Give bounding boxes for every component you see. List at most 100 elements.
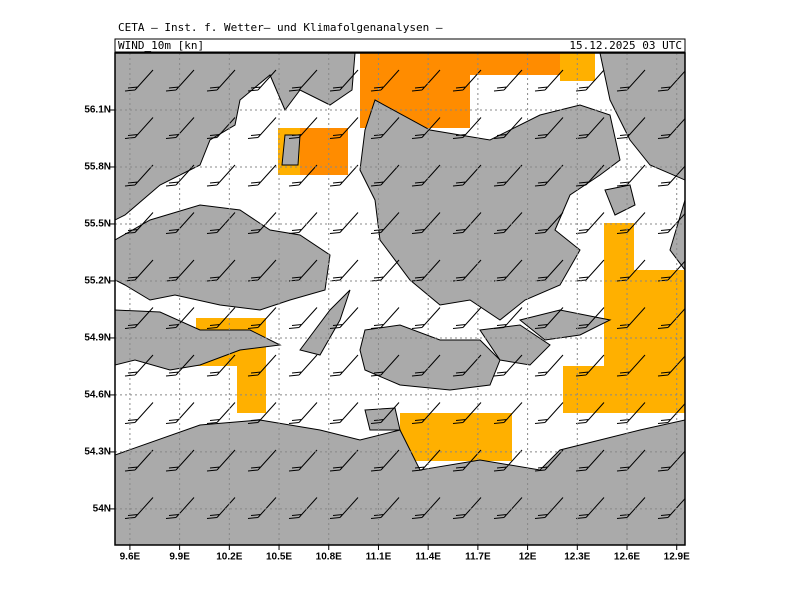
wind-barb xyxy=(452,212,482,234)
wind-barb xyxy=(370,307,400,329)
wind-barb xyxy=(206,212,236,234)
wind-barb xyxy=(534,117,564,139)
wind-barb xyxy=(247,164,277,187)
lon-tick-label: 12.9E xyxy=(664,552,690,563)
wind-barb xyxy=(247,402,277,424)
wind-barb xyxy=(575,164,605,187)
wind-barb xyxy=(657,402,685,424)
lon-tick-label: 11.7E xyxy=(465,552,491,563)
wind-barb xyxy=(247,307,277,329)
wind-barb xyxy=(616,354,646,377)
wind-barb xyxy=(657,212,685,234)
lon-tick-label: 11.4E xyxy=(415,552,441,563)
wind-barb xyxy=(329,212,359,234)
lon-tick-label: 11.1E xyxy=(366,552,392,563)
lon-tick-label: 10.2E xyxy=(216,552,242,563)
wind-barb xyxy=(206,307,236,329)
lat-tick-label: 54.3N xyxy=(84,447,111,458)
wind-barb xyxy=(288,402,318,424)
wind-barb xyxy=(206,117,236,139)
wind-barb xyxy=(370,117,400,139)
wind-barb xyxy=(124,354,154,377)
wind-barb xyxy=(616,69,646,92)
lat-tick-label: 54N xyxy=(93,504,111,515)
wind-barb xyxy=(124,449,154,472)
wind-barb xyxy=(411,449,441,472)
wind-barbs xyxy=(124,69,685,519)
wind-barb xyxy=(493,354,523,377)
wind-barb xyxy=(165,402,195,424)
wind-barb xyxy=(288,497,318,519)
map-frame xyxy=(114,52,686,546)
wind-barb xyxy=(411,307,441,329)
wind-barb xyxy=(288,69,318,92)
wind-barb xyxy=(534,307,564,329)
wind-barb xyxy=(165,212,195,234)
wind-barb xyxy=(616,497,646,519)
wind-barb xyxy=(493,117,523,139)
lat-tick-label: 56.1N xyxy=(84,105,111,116)
wind-barb xyxy=(165,69,195,92)
wind-barb xyxy=(616,212,646,234)
lon-tick-label: 9.9E xyxy=(169,552,190,563)
wind-barb xyxy=(452,117,482,139)
wind-barb xyxy=(329,164,359,187)
wind-barb xyxy=(534,354,564,377)
wind-barb xyxy=(247,212,277,234)
wind-barb xyxy=(657,497,685,519)
wind-barb xyxy=(124,69,154,92)
wind-barb xyxy=(288,164,318,187)
wind-barb xyxy=(329,449,359,472)
wind-barb xyxy=(411,164,441,187)
axis-ticks: 9.6E 9.9E 10.2E 10.5E 10.8E 11.1E 11.4E 11.7E 12… xyxy=(84,105,690,563)
wind-barb xyxy=(575,69,605,92)
wind-barb xyxy=(370,69,400,92)
wind-barb xyxy=(288,307,318,329)
lon-tick-label: 9.6E xyxy=(120,552,141,563)
wind-barb xyxy=(534,212,564,234)
wind-barb xyxy=(493,449,523,472)
wind-barb xyxy=(165,449,195,472)
wind-barb xyxy=(288,117,318,139)
wind-barb xyxy=(575,449,605,472)
wind-barb xyxy=(329,354,359,377)
wind-barb xyxy=(370,449,400,472)
wind-barb xyxy=(493,497,523,519)
wind-barb xyxy=(411,117,441,139)
lat-tick-label: 54.6N xyxy=(84,390,111,401)
wind-barb xyxy=(657,117,685,139)
wind-barb xyxy=(452,497,482,519)
wind-barb xyxy=(493,212,523,234)
lon-tick-label: 12.3E xyxy=(564,552,590,563)
wind-barb xyxy=(534,402,564,424)
wind-barb xyxy=(247,449,277,472)
wind-barb xyxy=(452,307,482,329)
wind-barb xyxy=(165,307,195,329)
wind-barb xyxy=(329,402,359,424)
wind-barb xyxy=(616,402,646,424)
wind-barb xyxy=(493,164,523,187)
wind-barb xyxy=(329,307,359,329)
wind-barb xyxy=(411,69,441,92)
wind-barb xyxy=(411,497,441,519)
lon-tick-label: 12E xyxy=(519,552,537,563)
land xyxy=(115,53,685,545)
wind-barb xyxy=(534,497,564,519)
wind-barb xyxy=(165,117,195,139)
wind-barb xyxy=(411,402,441,424)
wind-barb xyxy=(493,307,523,329)
wind-barb xyxy=(247,497,277,519)
lon-tick-label: 10.5E xyxy=(266,552,292,563)
wind-barb xyxy=(493,69,523,92)
wind-barb xyxy=(247,354,277,377)
wind-barb xyxy=(206,402,236,424)
info-bar xyxy=(114,38,686,53)
wind-barb xyxy=(616,449,646,472)
wind-barb xyxy=(616,117,646,139)
wind-barb xyxy=(370,212,400,234)
wind-barb xyxy=(288,449,318,472)
wind-barb xyxy=(247,259,277,282)
wind-barb xyxy=(165,497,195,519)
map-area xyxy=(115,53,685,545)
